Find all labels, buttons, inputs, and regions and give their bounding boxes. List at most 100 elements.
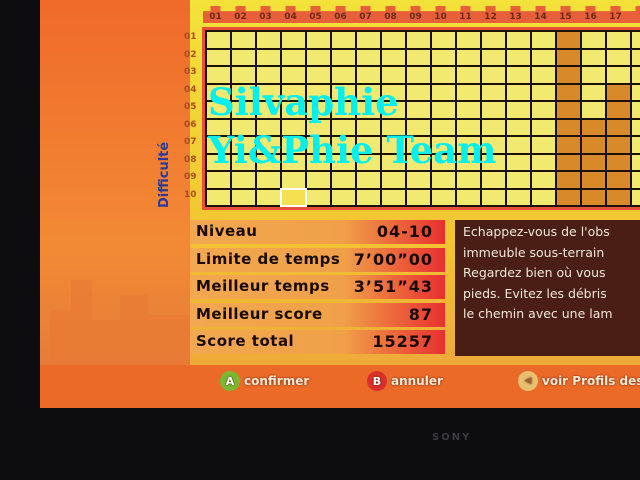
level-cell[interactable] [632, 102, 640, 118]
level-cell[interactable] [357, 102, 380, 118]
level-cell[interactable] [257, 102, 280, 118]
level-cell[interactable] [632, 154, 640, 170]
level-cell[interactable] [407, 32, 430, 48]
level-cell[interactable] [557, 67, 580, 83]
level-cell[interactable] [257, 137, 280, 153]
level-cell[interactable] [507, 84, 530, 100]
level-cell[interactable] [607, 67, 630, 83]
level-cell[interactable] [532, 84, 555, 100]
level-cell[interactable] [532, 154, 555, 170]
level-cell[interactable] [332, 84, 355, 100]
level-cell[interactable] [257, 49, 280, 65]
level-cell[interactable] [207, 137, 230, 153]
level-cell[interactable] [482, 49, 505, 65]
level-cell[interactable] [382, 49, 405, 65]
level-cell[interactable] [407, 102, 430, 118]
level-cell[interactable] [432, 84, 455, 100]
level-cell[interactable] [482, 154, 505, 170]
level-cell[interactable] [557, 102, 580, 118]
level-cell[interactable] [407, 67, 430, 83]
level-cell[interactable] [332, 102, 355, 118]
level-cell[interactable] [457, 84, 480, 100]
level-cell[interactable] [557, 189, 580, 205]
level-cell[interactable] [382, 154, 405, 170]
level-cell[interactable] [582, 102, 605, 118]
level-cell[interactable] [632, 49, 640, 65]
level-cell[interactable] [332, 154, 355, 170]
level-cell[interactable] [307, 84, 330, 100]
level-cell[interactable] [532, 189, 555, 205]
level-cell[interactable] [632, 84, 640, 100]
level-cell[interactable] [257, 119, 280, 135]
level-cell[interactable] [607, 119, 630, 135]
level-cell[interactable] [407, 189, 430, 205]
level-cell[interactable] [632, 32, 640, 48]
level-cell[interactable] [332, 49, 355, 65]
level-cell[interactable] [282, 32, 305, 48]
level-cell[interactable] [332, 137, 355, 153]
level-cell[interactable] [507, 154, 530, 170]
level-cell[interactable] [432, 119, 455, 135]
level-cell[interactable] [507, 67, 530, 83]
level-cell[interactable] [457, 137, 480, 153]
level-cell[interactable] [357, 137, 380, 153]
level-cell[interactable] [432, 32, 455, 48]
level-cell[interactable] [632, 137, 640, 153]
level-cell[interactable] [557, 32, 580, 48]
level-cell[interactable] [607, 189, 630, 205]
level-cell[interactable] [382, 172, 405, 188]
level-cell[interactable] [482, 67, 505, 83]
level-cell[interactable] [607, 32, 630, 48]
level-cell[interactable] [207, 119, 230, 135]
level-cell[interactable] [357, 49, 380, 65]
level-cell[interactable] [607, 137, 630, 153]
level-cell[interactable] [532, 49, 555, 65]
level-cell[interactable] [382, 84, 405, 100]
level-cell[interactable] [482, 32, 505, 48]
level-cell[interactable] [582, 119, 605, 135]
level-cell[interactable] [507, 49, 530, 65]
level-cell[interactable] [307, 102, 330, 118]
level-cell[interactable] [282, 172, 305, 188]
level-cell[interactable] [432, 172, 455, 188]
level-cell[interactable] [357, 189, 380, 205]
level-cell[interactable] [457, 67, 480, 83]
level-cell[interactable] [632, 119, 640, 135]
level-cell[interactable] [307, 67, 330, 83]
level-cell[interactable] [582, 32, 605, 48]
level-cell[interactable] [607, 84, 630, 100]
level-cell[interactable] [282, 137, 305, 153]
level-cell[interactable] [282, 67, 305, 83]
level-cell[interactable] [432, 49, 455, 65]
level-cell[interactable] [232, 49, 255, 65]
level-cell[interactable] [407, 49, 430, 65]
level-cell[interactable] [507, 137, 530, 153]
level-cell[interactable] [482, 137, 505, 153]
level-cell[interactable] [407, 119, 430, 135]
level-cell[interactable] [457, 119, 480, 135]
level-cell[interactable] [280, 187, 307, 207]
level-cell[interactable] [332, 172, 355, 188]
level-cell[interactable] [607, 49, 630, 65]
level-cell[interactable] [582, 67, 605, 83]
level-cell[interactable] [507, 32, 530, 48]
view-profiles-button[interactable]: ◀ voir Profils des C [518, 371, 640, 391]
level-cell[interactable] [207, 84, 230, 100]
level-cell[interactable] [582, 172, 605, 188]
level-cell[interactable] [507, 119, 530, 135]
level-cell[interactable] [482, 102, 505, 118]
level-cell[interactable] [332, 67, 355, 83]
level-cell[interactable] [532, 172, 555, 188]
level-cell[interactable] [532, 32, 555, 48]
level-cell[interactable] [532, 102, 555, 118]
level-cell[interactable] [257, 172, 280, 188]
level-cell[interactable] [557, 119, 580, 135]
level-cell[interactable] [482, 119, 505, 135]
level-cell[interactable] [232, 84, 255, 100]
level-cell[interactable] [457, 102, 480, 118]
level-cell[interactable] [257, 154, 280, 170]
level-cell[interactable] [432, 137, 455, 153]
level-cell[interactable] [482, 84, 505, 100]
level-cell[interactable] [507, 172, 530, 188]
